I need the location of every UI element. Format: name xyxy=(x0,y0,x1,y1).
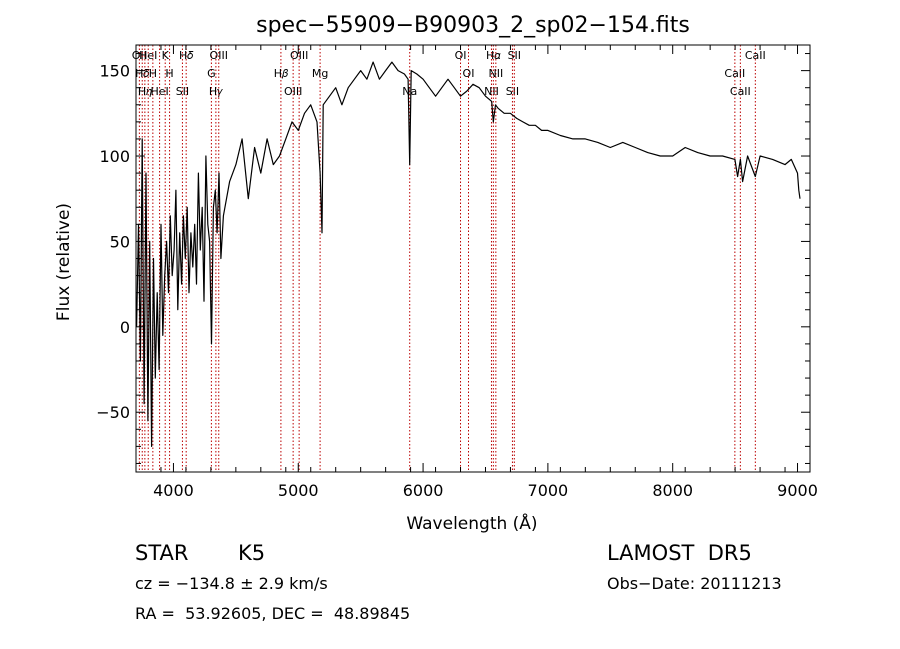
line-marker-label: H xyxy=(149,67,157,80)
axes: 4000 5000 6000 7000 8000 9000 −50 0 50 100 150 xyxy=(96,44,818,500)
line-marker-label: NII xyxy=(484,85,499,98)
line-marker-label: HeI xyxy=(139,49,157,62)
chart-title: spec−55909−B90903_2_sp02−154.fits xyxy=(256,13,690,38)
line-marker-label: OIII xyxy=(290,49,308,62)
y-tick-label: 150 xyxy=(99,62,130,81)
y-tick-label: 50 xyxy=(110,232,130,251)
line-marker-label: OI xyxy=(455,49,467,62)
line-marker-label: CaII xyxy=(745,49,766,62)
x-axis-label: Wavelength (Å) xyxy=(406,512,537,534)
coordinates: RA = 53.92605, DEC = 48.89845 xyxy=(135,604,411,623)
line-marker-label: CaII xyxy=(724,67,745,80)
line-marker-label: HeI xyxy=(150,85,168,98)
line-marker-label: H xyxy=(165,67,173,80)
line-markers: OIIH𝛿H𝜂HeIHHeIKHSIIH𝛿GH𝛾OIIIH𝛽OIIIOIIIMg… xyxy=(132,45,766,472)
line-marker-label: OIII xyxy=(210,49,228,62)
line-marker-label: SII xyxy=(176,85,189,98)
line-marker-label: NII xyxy=(488,67,503,80)
survey-name: LAMOST DR5 xyxy=(607,541,752,565)
line-marker-label: OI xyxy=(463,67,475,80)
plot-frame xyxy=(135,44,811,473)
y-tick-label: 0 xyxy=(120,318,130,337)
line-marker-label: SII xyxy=(508,49,521,62)
x-tick-label: 4000 xyxy=(153,481,194,500)
line-marker-label: H𝛾 xyxy=(209,85,223,98)
line-marker-label: G xyxy=(207,67,216,80)
observation-date: Obs−Date: 20111213 xyxy=(607,574,782,593)
line-marker-label: Mg xyxy=(312,67,328,80)
x-tick-label: 9000 xyxy=(777,481,818,500)
object-class: STAR xyxy=(135,541,189,565)
series-group xyxy=(136,61,801,447)
object-subclass: K5 xyxy=(238,541,266,565)
y-axis-label: Flux (relative) xyxy=(54,203,74,321)
line-marker-label: SII xyxy=(506,85,519,98)
x-tick-label: 7000 xyxy=(528,481,569,500)
line-marker-label: H𝛿 xyxy=(179,49,194,62)
y-tick-label: 100 xyxy=(99,147,130,166)
x-tick-label: 5000 xyxy=(278,481,319,500)
redshift-info: cz = −134.8 ± 2.9 km/s xyxy=(135,574,328,593)
spectrum-line xyxy=(136,61,801,447)
line-marker-label: H𝛼 xyxy=(486,49,501,62)
x-tick-label: 8000 xyxy=(652,481,693,500)
line-marker-label: H𝛽 xyxy=(274,67,288,80)
y-tick-label: −50 xyxy=(96,403,130,422)
line-marker-label: K xyxy=(162,49,170,62)
line-marker-label: Na xyxy=(402,85,417,98)
line-marker-label: CaII xyxy=(730,85,751,98)
x-tick-label: 6000 xyxy=(403,481,444,500)
line-marker-label: OIII xyxy=(284,85,302,98)
